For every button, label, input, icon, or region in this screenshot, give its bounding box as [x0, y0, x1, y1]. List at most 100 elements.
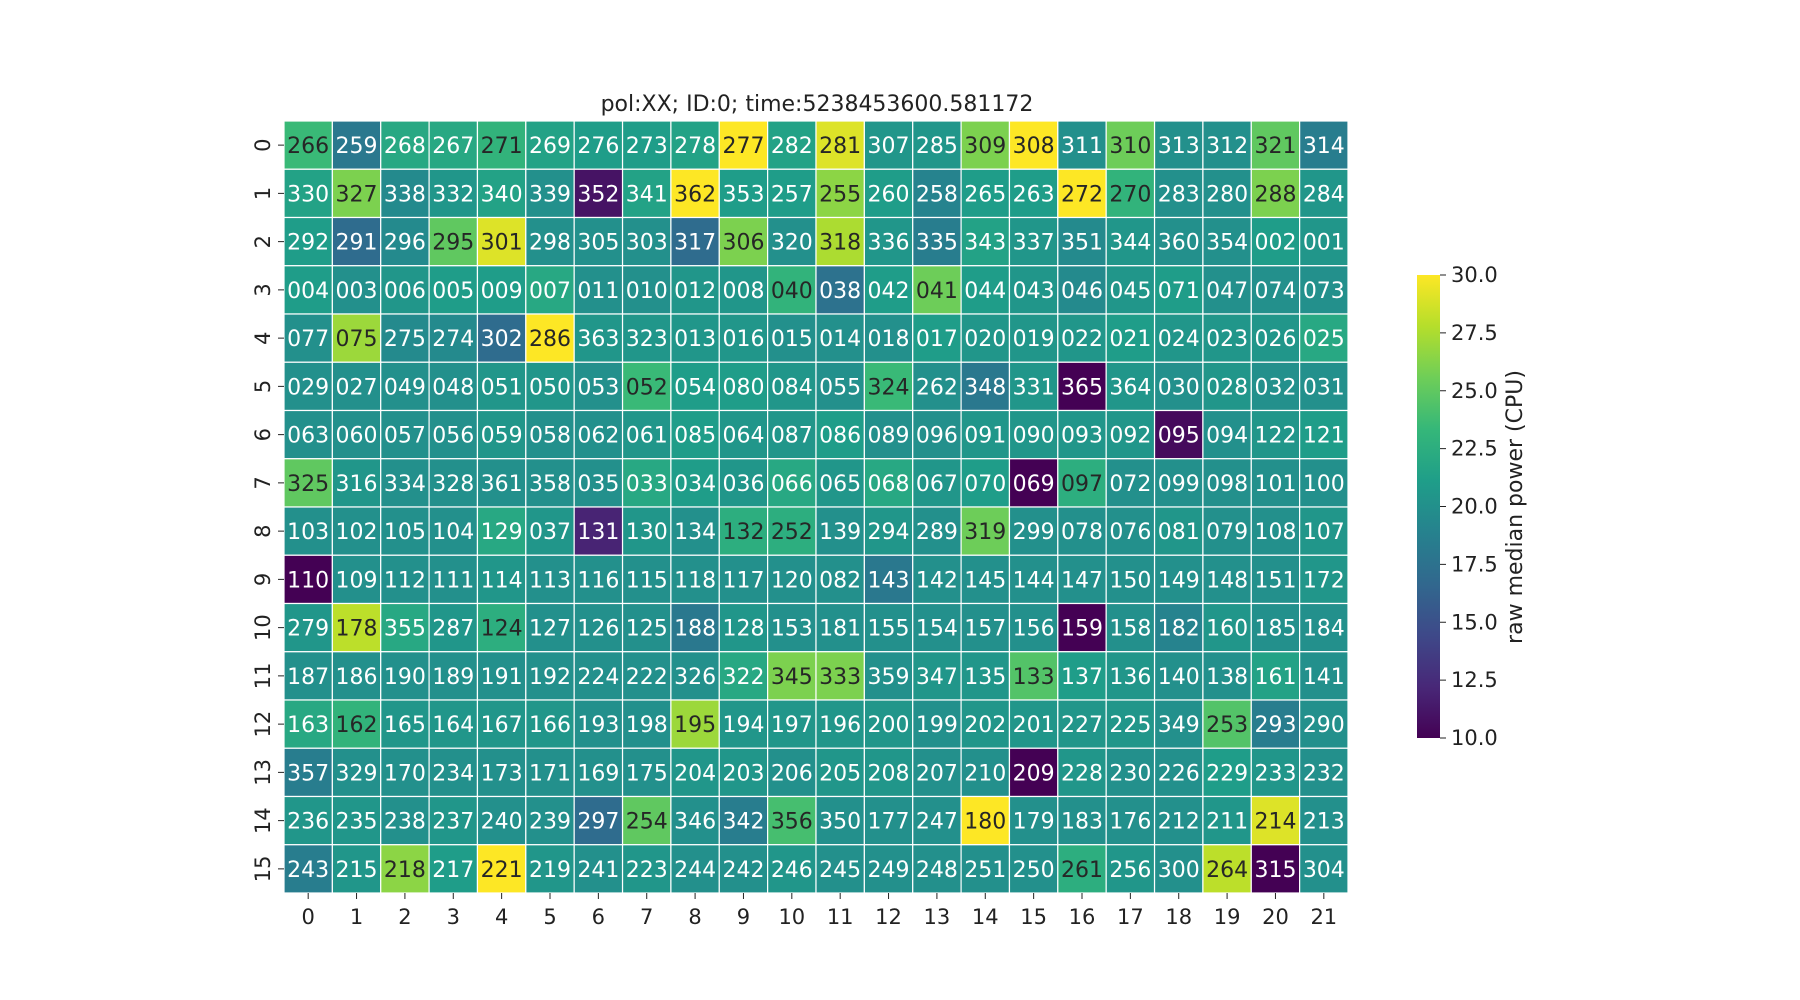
cell-label: 191	[481, 665, 523, 690]
cell-label: 365	[1061, 375, 1103, 400]
x-tick-label: 14	[972, 905, 999, 929]
cell-label: 273	[626, 134, 668, 159]
heatmap-cell	[525, 409, 575, 460]
cell-label: 097	[1061, 472, 1103, 497]
cell-label: 264	[1206, 858, 1248, 883]
heatmap-cell	[815, 747, 865, 798]
cell-label: 179	[1013, 810, 1055, 835]
heatmap-cell	[815, 554, 865, 605]
heatmap-cell	[767, 361, 817, 412]
colorbar-tick-label: 22.5	[1451, 437, 1498, 461]
heatmap-cell	[767, 747, 817, 798]
y-tick-label: 5	[251, 380, 275, 393]
heatmap-cell	[767, 506, 817, 556]
x-tick-label: 5	[543, 905, 556, 929]
cell-label: 349	[1158, 713, 1200, 738]
heatmap-cell	[1299, 120, 1349, 170]
cell-label: 246	[771, 858, 813, 883]
heatmap-cell	[380, 506, 430, 556]
cell-label: 157	[964, 617, 1006, 642]
cell-label: 338	[384, 182, 426, 207]
heatmap-cell	[1057, 844, 1107, 894]
heatmap-cell	[670, 265, 720, 315]
heatmap-cell	[1299, 458, 1349, 508]
heatmap-cell	[476, 361, 527, 412]
cell-label: 176	[1109, 810, 1151, 835]
cell-label: 271	[481, 134, 523, 159]
cell-label: 048	[432, 375, 474, 400]
cell-label: 001	[1303, 231, 1345, 256]
cell-label: 239	[529, 810, 571, 835]
heatmap-cell	[1202, 699, 1252, 749]
heatmap-cell	[476, 699, 527, 749]
cell-label: 173	[481, 761, 523, 786]
heatmap-cell	[863, 265, 914, 315]
cell-label: 283	[1158, 182, 1200, 207]
cell-label: 151	[1254, 568, 1296, 593]
cell-label: 170	[384, 761, 426, 786]
cell-label: 134	[674, 520, 716, 545]
cell-label: 028	[1206, 375, 1248, 400]
heatmap-cell	[1105, 699, 1156, 749]
cell-label: 230	[1109, 761, 1151, 786]
heatmap-cell	[1153, 602, 1204, 653]
heatmap-cell	[476, 651, 527, 701]
cell-label: 332	[432, 182, 474, 207]
heatmap-cell	[863, 554, 914, 605]
heatmap-cell	[960, 409, 1011, 460]
cell-label: 094	[1206, 424, 1248, 449]
heatmap-cell	[573, 265, 624, 315]
x-tick-label: 18	[1165, 905, 1192, 929]
heatmap-cell	[912, 747, 962, 798]
cell-label: 169	[577, 761, 619, 786]
cell-label: 053	[577, 375, 619, 400]
x-tick-label: 0	[301, 905, 314, 929]
heatmap-cell	[1057, 120, 1107, 170]
heatmap-cell	[718, 361, 769, 412]
heatmap-cell	[718, 602, 769, 653]
heatmap-cell	[283, 313, 333, 363]
cell-label: 054	[674, 375, 716, 400]
heatmap-cell	[380, 265, 430, 315]
heatmap-cell	[621, 313, 672, 363]
cell-label: 303	[626, 231, 668, 256]
cell-label: 257	[771, 182, 813, 207]
y-tick-label: 14	[251, 807, 275, 834]
cell-label: 129	[481, 520, 523, 545]
heatmap-cell	[1008, 409, 1059, 460]
cell-label: 358	[529, 472, 571, 497]
heatmap-cell	[1105, 168, 1156, 219]
heatmap-cell	[283, 554, 333, 605]
cell-label: 284	[1303, 182, 1345, 207]
cell-label: 357	[287, 761, 329, 786]
heatmap-cell	[1008, 651, 1059, 701]
heatmap-cell	[1299, 168, 1349, 219]
cell-label: 364	[1109, 375, 1151, 400]
cell-label: 323	[626, 327, 668, 352]
heatmap-cell	[670, 313, 720, 363]
cell-label: 036	[722, 472, 764, 497]
cell-label: 274	[432, 327, 474, 352]
cell-label: 226	[1158, 761, 1200, 786]
heatmap-cell	[1153, 458, 1204, 508]
heatmap-cell	[1202, 120, 1252, 170]
cell-label: 312	[1206, 134, 1248, 159]
cell-label: 144	[1013, 568, 1055, 593]
cell-label: 139	[819, 520, 861, 545]
cell-label: 344	[1109, 231, 1151, 256]
x-tick-label: 19	[1214, 905, 1241, 929]
cell-label: 013	[674, 327, 716, 352]
y-tick-label: 11	[251, 663, 275, 690]
cell-label: 298	[529, 231, 571, 256]
cell-label: 321	[1254, 134, 1296, 159]
cell-label: 281	[819, 134, 861, 159]
heatmap-cell	[1057, 361, 1107, 412]
heatmap-cell	[1057, 602, 1107, 653]
heatmap-cell	[1299, 554, 1349, 605]
cell-label: 295	[432, 231, 474, 256]
heatmap-cell	[1202, 554, 1252, 605]
heatmap-cell	[573, 651, 624, 701]
cell-label: 334	[384, 472, 426, 497]
